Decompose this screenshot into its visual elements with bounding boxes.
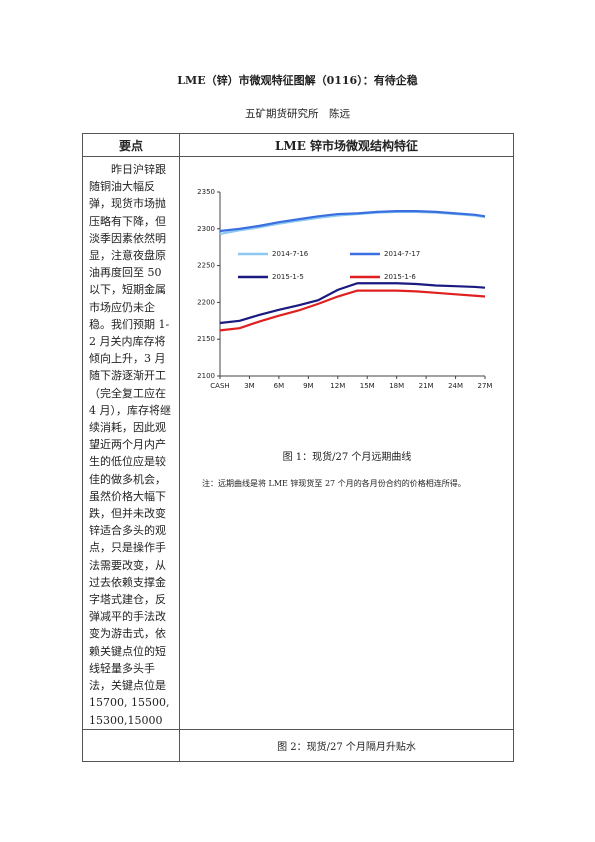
y-tick-label: 2250 [197, 262, 215, 270]
x-tick-label: 24M [448, 382, 463, 390]
header-cell: LME 锌市场微观结构特征 [179, 133, 514, 157]
x-tick-label: CASH [210, 382, 229, 390]
header-cell: 要点 [82, 133, 180, 157]
series-line [219, 282, 486, 325]
legend-label: 2014-7-17 [384, 250, 420, 258]
y-tick-label: 2150 [197, 335, 215, 343]
x-tick-label: 3M [244, 382, 255, 390]
x-tick-label: 27M [478, 382, 493, 390]
legend-label: 2015-1-6 [384, 273, 416, 281]
chart: 2100 2150 2200 2250 2300 2350 CASH 3M 6M 9M 12M 15M… [197, 188, 493, 390]
y-tick-label: 2350 [197, 188, 215, 196]
table: 要点 LME 锌市场微观结构特征 昨日沪锌跟随铜油大幅反弹，现货市场抛压略有下降… [82, 133, 514, 762]
x-tick-label: 9M [303, 382, 314, 390]
y-tick-label: 2200 [197, 298, 215, 306]
legend-label: 2014-7-16 [272, 250, 309, 258]
x-tick-label: 15M [360, 382, 375, 390]
series-line [219, 210, 486, 236]
summary: 昨日沪锌跟随铜油大幅反弹，现货市场抛压略有下降，但淡季因素依然明显，注意夜盘原油… [82, 156, 180, 730]
author: 五矿期货研究所 陈远 [245, 108, 350, 120]
doc-title: LME（锌）市微观特征图解（0116）：有待企稳 [177, 74, 418, 87]
figure-caption: 图 1：现货/27 个月远期曲线 [282, 452, 412, 463]
figure-note: 注：远期曲线是将 LME 锌现货至 27 个月的各月份合约的价格相连所得。 [202, 479, 466, 488]
x-tick-label: 12M [330, 382, 345, 390]
x-tick-label: 6M [274, 382, 285, 390]
series-line [219, 210, 486, 233]
legend-label: 2015-1-5 [272, 273, 304, 281]
y-tick-label: 2300 [197, 225, 215, 233]
figure-caption: 图 2：现货/27 个月隔月升贴水 [179, 728, 514, 762]
y-tick-label: 2100 [197, 372, 215, 380]
series-line [219, 289, 486, 332]
x-tick-label: 18M [389, 382, 404, 390]
x-tick-label: 21M [419, 382, 434, 390]
